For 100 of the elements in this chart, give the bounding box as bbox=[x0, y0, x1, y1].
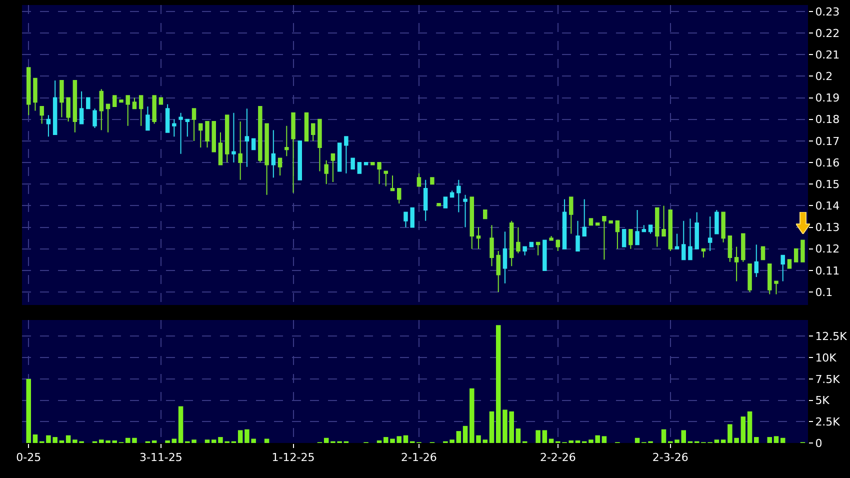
candlestick bbox=[502, 231, 508, 284]
candlestick bbox=[337, 142, 342, 172]
candlestick bbox=[800, 240, 805, 262]
y-tick-label: 2.5K bbox=[815, 416, 841, 428]
candlestick bbox=[72, 80, 78, 133]
bar bbox=[516, 428, 521, 443]
candlestick bbox=[258, 106, 262, 164]
candlestick bbox=[483, 210, 488, 220]
x-tick-label: 3-11-25 bbox=[139, 451, 182, 464]
candlestick bbox=[192, 108, 196, 142]
bar bbox=[178, 406, 184, 443]
y-tick-label: 0.13 bbox=[815, 221, 840, 234]
candlestick bbox=[721, 212, 726, 243]
bar bbox=[462, 426, 468, 443]
candlestick bbox=[218, 132, 223, 166]
y-tick-label: 0.1 bbox=[815, 286, 833, 299]
bar bbox=[59, 440, 64, 443]
candlestick bbox=[205, 121, 210, 148]
candlestick bbox=[390, 175, 395, 192]
candlestick bbox=[588, 218, 594, 226]
bar bbox=[754, 437, 759, 443]
candlestick bbox=[304, 112, 309, 142]
x-tick-label: 2-2-26 bbox=[540, 451, 576, 464]
candlestick bbox=[232, 112, 236, 164]
candlestick bbox=[470, 196, 474, 250]
bar bbox=[767, 437, 772, 443]
bar bbox=[376, 440, 382, 443]
bar bbox=[661, 429, 666, 443]
bar bbox=[125, 438, 130, 443]
candlestick bbox=[728, 235, 732, 262]
bar bbox=[575, 440, 580, 443]
candlestick bbox=[760, 246, 766, 260]
bar bbox=[780, 438, 786, 443]
candlestick bbox=[582, 198, 586, 236]
candlestick bbox=[324, 160, 328, 185]
candlestick bbox=[119, 99, 124, 103]
candlestick bbox=[688, 218, 692, 260]
candlestick bbox=[185, 118, 190, 138]
candlestick bbox=[748, 263, 752, 293]
y-tick-label: 0.19 bbox=[815, 92, 840, 105]
bar bbox=[489, 411, 494, 443]
x-tick-label: 2-3-26 bbox=[652, 451, 688, 464]
bar bbox=[152, 440, 157, 443]
bar bbox=[456, 431, 462, 443]
candlestick bbox=[569, 196, 574, 234]
y-tick-label: 0 bbox=[815, 436, 822, 450]
candlestick bbox=[682, 220, 686, 260]
bar bbox=[324, 438, 329, 443]
candlestick bbox=[284, 125, 289, 157]
candlestick bbox=[344, 136, 348, 174]
candlestick bbox=[416, 172, 422, 187]
candlestick bbox=[516, 226, 520, 254]
candlestick bbox=[556, 240, 560, 252]
candlestick bbox=[291, 112, 296, 194]
bar bbox=[165, 440, 170, 443]
x-tick-label: 0-25 bbox=[16, 451, 42, 464]
candlestick bbox=[172, 118, 176, 138]
candlestick bbox=[674, 233, 680, 250]
candlestick bbox=[701, 248, 706, 258]
candlestick bbox=[178, 112, 183, 154]
candlestick bbox=[522, 246, 527, 256]
candlestick bbox=[628, 228, 633, 250]
bar bbox=[720, 440, 726, 443]
candlestick bbox=[112, 95, 117, 107]
y-tick-label: 5K bbox=[815, 394, 830, 408]
candlestick bbox=[430, 177, 434, 185]
candlestick bbox=[549, 235, 554, 241]
candlestick bbox=[509, 220, 514, 267]
candlestick bbox=[708, 216, 712, 252]
bar bbox=[26, 378, 31, 443]
candlestick bbox=[436, 203, 441, 206]
y-tick-label: 0.21 bbox=[815, 48, 840, 62]
y-tick-label: 0.12 bbox=[815, 242, 840, 256]
candlestick bbox=[138, 95, 144, 126]
candlestick bbox=[330, 153, 336, 182]
candlestick bbox=[443, 196, 448, 208]
candlestick bbox=[152, 95, 156, 124]
candlestick bbox=[774, 280, 778, 295]
y-tick-label: 0.18 bbox=[815, 113, 840, 126]
candlestick bbox=[602, 216, 606, 260]
candlestick bbox=[576, 220, 580, 252]
candlestick bbox=[40, 106, 44, 124]
candlestick bbox=[46, 114, 51, 138]
bar bbox=[568, 440, 574, 443]
candlestick bbox=[60, 80, 64, 118]
candlestick bbox=[33, 78, 38, 112]
y-tick-label: 7.5K bbox=[815, 372, 841, 386]
candlestick bbox=[224, 114, 230, 164]
candlestick bbox=[615, 220, 620, 250]
candlestick bbox=[244, 108, 250, 168]
candlestick bbox=[212, 121, 216, 152]
bar bbox=[740, 416, 746, 443]
bar bbox=[542, 430, 548, 443]
y-tick-label: 0.22 bbox=[815, 26, 840, 40]
bar bbox=[238, 430, 243, 443]
bar bbox=[482, 440, 488, 443]
candlestick bbox=[655, 207, 660, 248]
x-tick-label: 1-12-25 bbox=[272, 451, 315, 464]
candlestick bbox=[397, 188, 402, 204]
bar bbox=[403, 435, 408, 443]
